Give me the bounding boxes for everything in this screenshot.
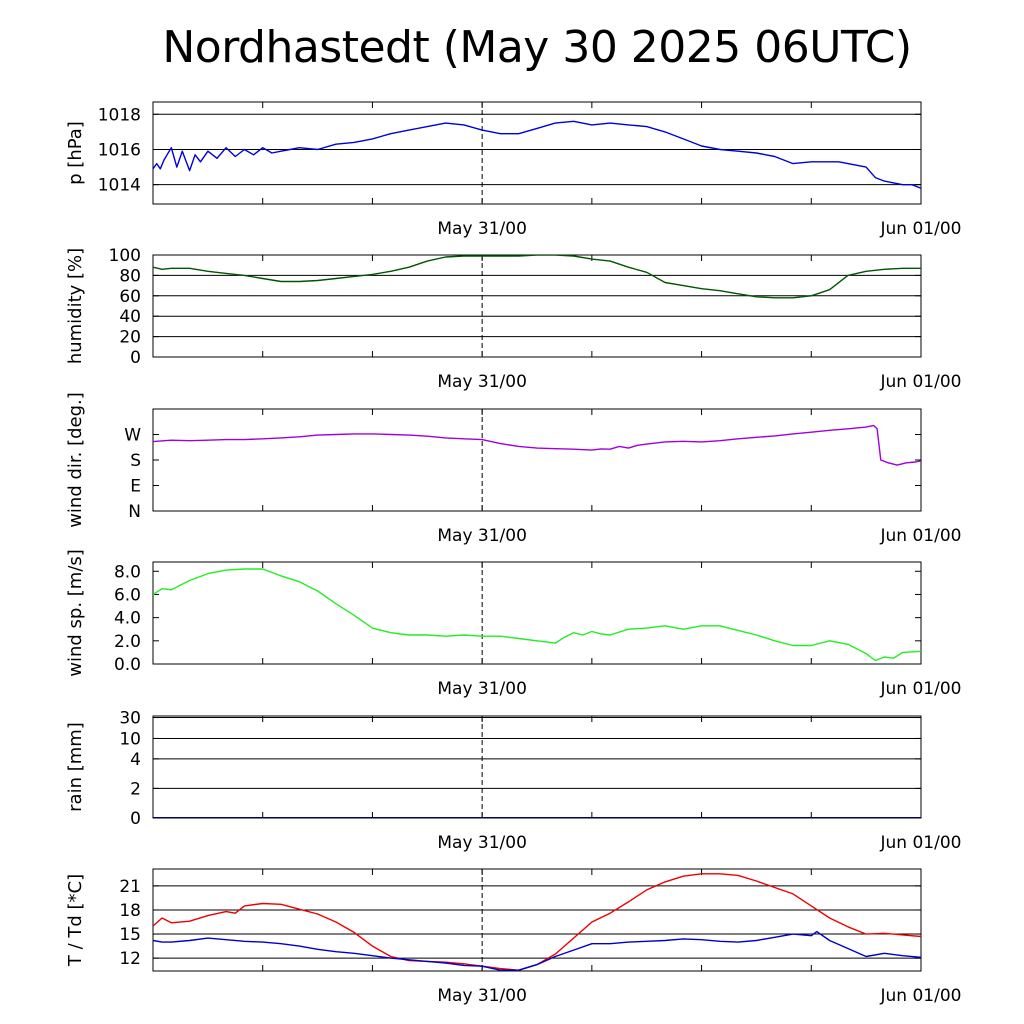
y-tick-label: 12: [119, 949, 141, 969]
x-tick-label: May 31/00: [437, 986, 527, 1006]
x-tick-label: Jun 01/00: [880, 526, 962, 546]
panel-6: 12 15 18 21 May 31/00 Jun 01/00 T / Td [*C]: [65, 868, 962, 1006]
y-tick-label: 30: [119, 709, 141, 729]
series-line-wind_speed: [153, 568, 921, 662]
x-tick-label: Jun 01/00: [880, 986, 962, 1006]
x-tick-label: May 31/00: [437, 372, 527, 392]
y-tick-label: S: [130, 451, 141, 471]
y-axis-label: wind dir. [deg.]: [65, 392, 86, 528]
y-tick-label: 4: [130, 750, 141, 770]
panel-4: 0.0 2.0 4.0 6.0 8.0 May 31/00 Jun 01/00 wind sp…: [65, 549, 961, 699]
x-tick-label: May 31/00: [437, 833, 527, 853]
y-tick-label: 21: [119, 877, 141, 897]
plot-frame: [152, 408, 922, 512]
y-tick-label: 0: [130, 348, 141, 368]
series-line-pressure: [153, 120, 921, 189]
y-tick-label: 6.0: [114, 585, 141, 605]
y-tick-label: 2: [130, 779, 141, 799]
y-tick-label: 20: [119, 328, 141, 348]
y-axis-label: T / Td [*C]: [65, 874, 86, 967]
y-tick-label: 4.0: [114, 609, 141, 629]
y-tick-label: N: [128, 502, 141, 522]
y-axis-label: p [hPa]: [65, 121, 86, 185]
plot-frame: [152, 101, 922, 205]
x-tick-label: May 31/00: [437, 526, 527, 546]
y-axis-label: rain [mm]: [65, 722, 86, 812]
y-tick-label: 10: [119, 729, 141, 749]
panel-1: 1014 1016 1018 May 31/00 Jun 01/00 p [hPa]: [65, 101, 962, 239]
y-axis-label: wind sp. [m/s]: [65, 549, 86, 677]
series-line-temperature: [153, 873, 921, 971]
chart-title: Nordhastedt (May 30 2025 06UTC): [162, 22, 912, 73]
y-tick-label: E: [130, 477, 141, 497]
y-tick-label: 2.0: [114, 632, 141, 652]
plot-frame: [152, 868, 922, 972]
y-axis-label: humidity [%]: [65, 248, 86, 364]
x-tick-label: May 31/00: [437, 219, 527, 239]
x-tick-label: Jun 01/00: [880, 372, 962, 392]
y-tick-label: 0.0: [114, 655, 141, 675]
series-line-dewpoint: [153, 930, 921, 971]
y-tick-label: 8.0: [114, 562, 141, 582]
y-tick-label: W: [124, 426, 141, 446]
y-tick-label: 40: [119, 307, 141, 327]
x-tick-label: Jun 01/00: [880, 219, 962, 239]
plot-frame: [152, 715, 922, 819]
series-line-wind_dir: [153, 424, 921, 466]
y-tick-label: 0: [130, 809, 141, 829]
y-tick-label: 1014: [98, 176, 141, 196]
plot-frame: [152, 561, 922, 665]
y-tick-label: 15: [119, 925, 141, 945]
y-tick-label: 80: [119, 266, 141, 286]
x-tick-label: Jun 01/00: [880, 679, 962, 699]
y-tick-label: 1018: [98, 105, 141, 125]
series-line-humidity: [153, 255, 921, 299]
y-tick-label: 60: [119, 287, 141, 307]
y-tick-label: 100: [109, 246, 141, 266]
y-tick-label: 1016: [98, 140, 141, 160]
y-tick-label: 18: [119, 901, 141, 921]
plot-frame: [152, 254, 922, 358]
x-tick-label: Jun 01/00: [880, 833, 962, 853]
x-tick-label: May 31/00: [437, 679, 527, 699]
